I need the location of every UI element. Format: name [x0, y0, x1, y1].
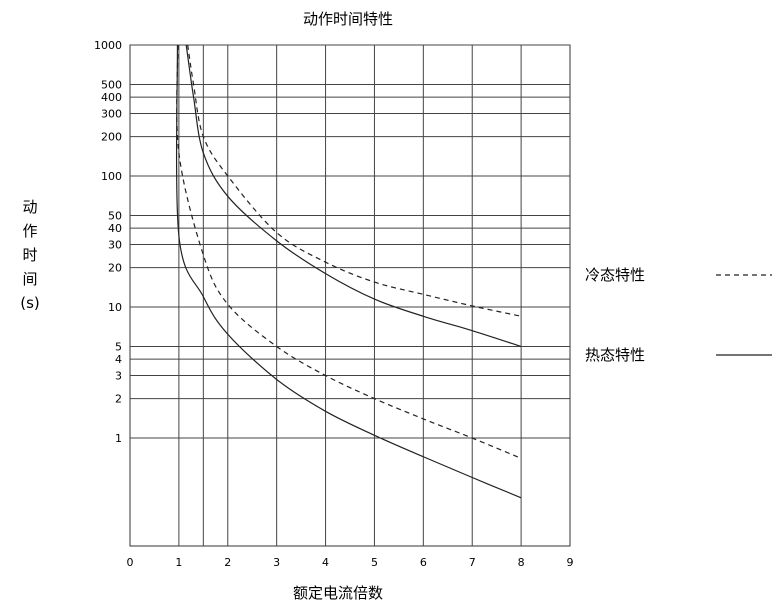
hot-curve-1 [185, 44, 522, 348]
y-tick-label: 50 [108, 209, 122, 222]
x-tick-label: 7 [469, 556, 476, 569]
x-tick-label: 2 [224, 556, 231, 569]
plot-frame [129, 44, 571, 547]
x-tick-label: 8 [518, 556, 525, 569]
y-tick-label: 5 [115, 340, 122, 353]
y-tick-label: 200 [101, 131, 122, 144]
y-tick-label: 20 [108, 262, 122, 275]
cold-curve-0 [187, 44, 522, 317]
x-tick-label: 4 [322, 556, 329, 569]
y-tick-label: 400 [101, 91, 122, 104]
y-tick-label: 40 [108, 222, 122, 235]
y-axis-label-char: 间 [22, 270, 37, 288]
y-axis-label-char: 作 [22, 222, 37, 240]
y-axis-label-char: 动 [22, 198, 37, 216]
x-axis-label: 额定电流倍数 [293, 584, 383, 602]
y-tick-label: 10 [108, 301, 122, 314]
x-tick-labels: 0 1 2 3 4 5 6 7 8 9 [127, 556, 574, 569]
legend-label: 热态特性 [585, 346, 645, 364]
x-tick-label: 1 [175, 556, 182, 569]
y-axis-label: 动作时间 (s) [20, 198, 40, 312]
y-tick-label: 3 [115, 370, 122, 383]
y-tick-label: 1 [115, 432, 122, 445]
x-tick-label: 3 [273, 556, 280, 569]
chart-title: 动作时间特性 [303, 10, 393, 28]
y-tick-label: 30 [108, 239, 122, 252]
x-tick-label: 6 [420, 556, 427, 569]
y-tick-label: 500 [101, 78, 122, 91]
y-axis-label-char: (s) [20, 294, 40, 312]
hot-curve-3 [175, 44, 522, 499]
y-tick-label: 2 [115, 393, 122, 406]
x-tick-label: 9 [567, 556, 574, 569]
series-lines [175, 44, 522, 499]
legend-label: 冷态特性 [585, 266, 645, 284]
grid [129, 44, 571, 547]
y-tick-label: 300 [101, 108, 122, 121]
y-tick-label: 100 [101, 170, 122, 183]
y-tick-label: 4 [115, 353, 122, 366]
y-tick-label: 1000 [94, 39, 122, 52]
x-tick-label: 5 [371, 556, 378, 569]
y-axis-label-char: 时 [22, 246, 37, 264]
x-tick-label: 0 [127, 556, 134, 569]
cold-curve-2 [176, 44, 522, 459]
